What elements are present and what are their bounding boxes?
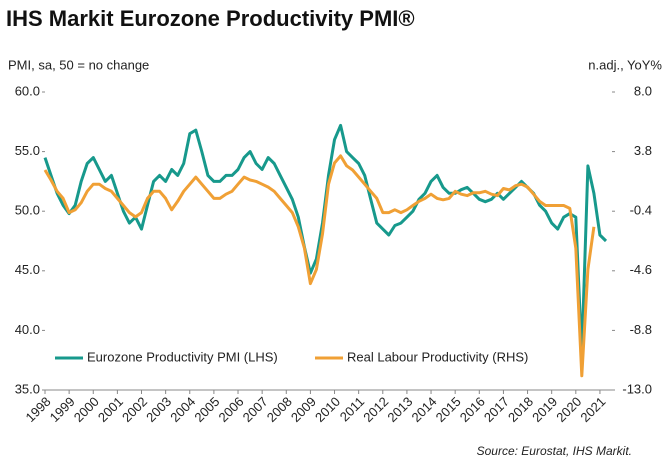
x-tick-label: 2013 [384, 394, 415, 425]
y2-tick-label: 8.0 [634, 83, 652, 98]
x-tick-label: 2002 [119, 394, 150, 425]
x-tick-label: 2019 [529, 394, 560, 425]
x-tick-label: 2003 [143, 394, 174, 425]
x-tick-label: 2020 [553, 394, 584, 425]
legend-label: Eurozone Productivity PMI (LHS) [87, 349, 278, 364]
x-tick-label: 2021 [577, 394, 608, 425]
y2-axis-label: n.adj., YoY% [588, 57, 662, 72]
series-line [43, 123, 608, 356]
y2-tick-label: -0.4 [630, 203, 652, 218]
x-tick-label: 2016 [457, 394, 488, 425]
x-tick-label: 2011 [337, 394, 367, 424]
y2-tick-label: -13.0 [622, 381, 652, 396]
x-tick-label: 2012 [360, 394, 391, 425]
y-tick-label: 35.0 [15, 381, 40, 396]
y-tick-label: 50.0 [15, 203, 40, 218]
x-tick-label: 2010 [312, 394, 343, 425]
chart-title: IHS Markit Eurozone Productivity PMI® [6, 6, 415, 31]
source: Source: Eurostat, IHS Markit. [477, 444, 632, 458]
y-tick-label: 55.0 [15, 143, 40, 158]
x-tick-label: 2017 [481, 394, 512, 425]
x-tick-label: 2006 [216, 394, 247, 425]
x-tick-label: 2005 [191, 394, 222, 425]
y2-tick-label: -4.6 [630, 262, 652, 277]
x-tick-label: 1999 [47, 394, 78, 425]
x-tick-label: 2008 [264, 394, 295, 425]
series-line [43, 154, 596, 378]
y-tick-label: 60.0 [15, 83, 40, 98]
x-tick-label: 2015 [433, 394, 464, 425]
y-tick-label: 45.0 [15, 262, 40, 277]
x-tick-label: 2001 [95, 394, 126, 425]
y2-tick-label: 3.8 [634, 143, 652, 158]
legend-label: Real Labour Productivity (RHS) [347, 349, 528, 364]
y-tick-label: 40.0 [15, 322, 40, 337]
x-tick-label: 2018 [505, 394, 536, 425]
y2-tick-label: -8.8 [630, 322, 652, 337]
x-tick-label: 2004 [167, 394, 198, 425]
x-tick-label: 1998 [22, 394, 53, 425]
x-tick-label: 2000 [71, 394, 102, 425]
y-axis-label: PMI, sa, 50 = no change [8, 57, 149, 72]
x-tick-label: 2014 [409, 394, 440, 425]
x-tick-label: 2009 [288, 394, 319, 425]
x-tick-label: 2007 [240, 394, 271, 425]
